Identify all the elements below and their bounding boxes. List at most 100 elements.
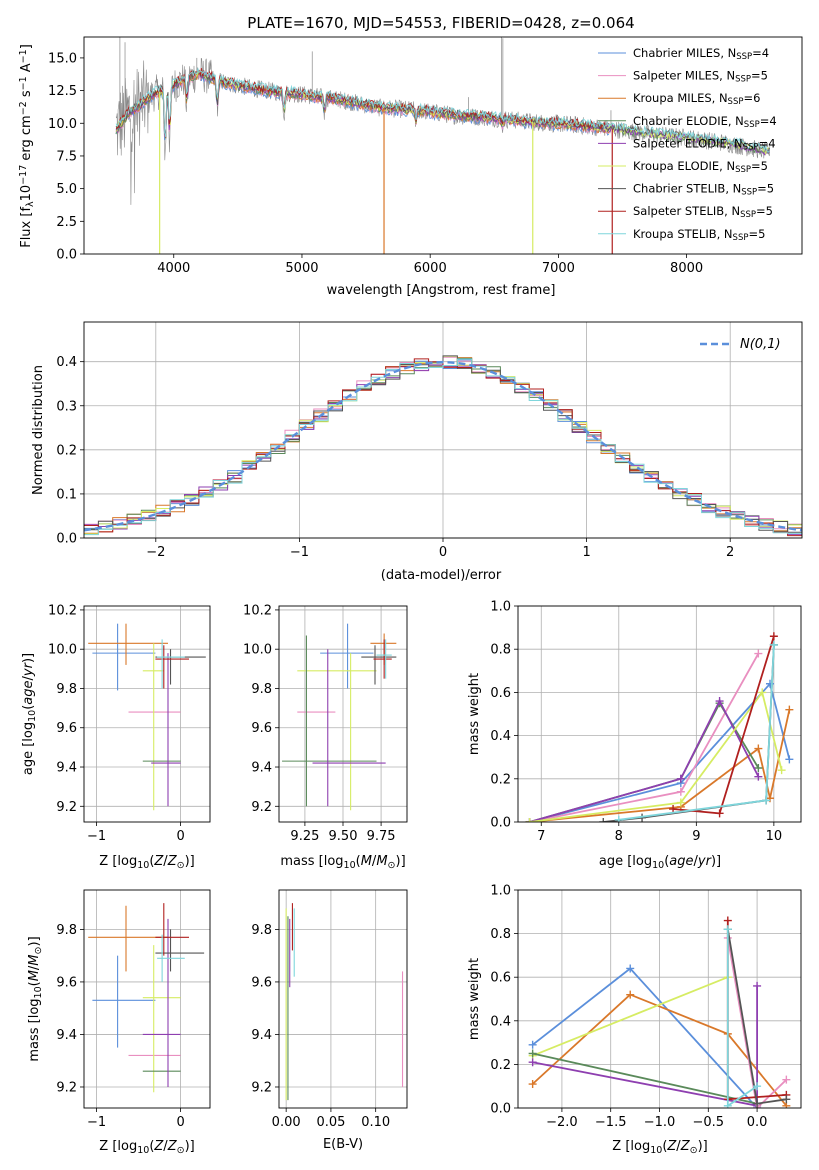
errorbar-chabrier-miles xyxy=(92,623,156,691)
axis-label-part: 10 xyxy=(650,1145,662,1156)
axis-label-part: −17 xyxy=(18,165,29,185)
axis-label-part: Z xyxy=(666,1139,677,1154)
y-tick-label: 9.4 xyxy=(56,761,77,776)
axis-label-part: Z xyxy=(153,854,164,869)
axis-label: age [log10(age/yr)] xyxy=(21,653,38,775)
y-tick-label: 9.2 xyxy=(56,800,77,815)
axis-label: Z [log10(Z/Z⊙)] xyxy=(99,1139,194,1156)
axis-label-part: 10 xyxy=(344,860,356,871)
axis-label-part: / xyxy=(27,965,42,970)
axis-label-part: Z [log xyxy=(612,1139,650,1154)
axis-label-part: 10 xyxy=(137,1145,149,1156)
y-tick-label: 0.3 xyxy=(56,399,77,414)
data-point xyxy=(754,744,763,753)
legend-label-base: Salpeter ELODIE, N xyxy=(633,136,743,150)
data-point xyxy=(626,964,635,973)
x-tick-label: 9 xyxy=(692,829,700,844)
y-tick-label: 7.5 xyxy=(56,149,77,164)
x-tick-label: 7000 xyxy=(542,261,575,276)
series-kroupa-elodie xyxy=(525,688,786,822)
axis-label-part: Z [log xyxy=(99,854,137,869)
series-line xyxy=(532,985,758,1107)
axis-label-part: / xyxy=(694,854,699,869)
normal-curve xyxy=(84,360,802,532)
x-tick-label: 9.50 xyxy=(329,829,358,844)
data-point xyxy=(676,798,685,807)
ticks: 7 8 9 10 0.0 0.2 0.4 0.6 0.8 1.0 xyxy=(490,600,782,845)
y-tick-label: 0.2 xyxy=(490,1058,511,1073)
y-tick-label: 10.0 xyxy=(48,643,77,658)
legend-label-sub: SSP xyxy=(735,75,751,85)
data-point xyxy=(782,1075,791,1084)
ticks: −1 0 9.2 9.4 9.6 9.8 xyxy=(56,923,184,1130)
x-axis-label: E(B-V) xyxy=(323,1137,363,1152)
legend-label-chabrier-elodie: Chabrier ELODIE, NSSP=4 xyxy=(633,114,777,130)
axis-label-part: )] xyxy=(21,653,36,663)
axis-label-part: yr xyxy=(697,854,713,869)
y-tick-label: 9.2 xyxy=(251,800,272,815)
series-salpeter-miles xyxy=(525,649,763,822)
series-chabrier-stelib xyxy=(599,640,778,822)
data-point xyxy=(769,640,778,649)
x-tick-label: −1 xyxy=(87,829,106,844)
axes-frame xyxy=(83,321,803,539)
axis-label-part: / xyxy=(676,1139,681,1154)
legend-label-base: Chabrier STELIB, N xyxy=(633,182,741,196)
y-tick-label: 0.0 xyxy=(56,532,77,547)
legend-label-tail: =4 xyxy=(752,46,769,60)
data-point xyxy=(762,796,771,805)
axis-label-part: ⊙ xyxy=(690,1145,698,1156)
y-tick-label: 9.6 xyxy=(56,721,77,736)
series-line xyxy=(532,976,729,1057)
y-tick-label: 0.8 xyxy=(490,643,511,658)
axes-frame xyxy=(83,605,211,823)
y-tick-label: 0.2 xyxy=(490,772,511,787)
axis-label-part: / xyxy=(372,854,377,869)
series-line xyxy=(529,681,791,822)
legend-label-sub: SSP xyxy=(733,233,749,243)
gridlines xyxy=(84,890,210,1108)
y-tick-label: 0.6 xyxy=(490,686,511,701)
plot-area xyxy=(285,903,404,1101)
x-axis-label: (data-model)/error xyxy=(381,568,502,583)
errorbar-salpeter-elodie xyxy=(312,649,386,807)
model-spectrum-salpeter-elodie xyxy=(115,69,770,156)
series-line xyxy=(529,701,760,822)
axis-label-part: Z xyxy=(680,1139,691,1154)
y-axis-label: Normed distribution xyxy=(31,365,46,495)
ticks: −2.0 −1.5 −1.0 −0.5 0.0 0.0 0.2 0.4 0.6 0.8 1.0 xyxy=(490,884,767,1131)
series-kroupa-stelib xyxy=(614,640,778,822)
axis-label-part: )] xyxy=(698,1139,708,1154)
data-point xyxy=(753,1099,762,1108)
y-tick-label: 9.4 xyxy=(251,761,272,776)
y-tick-label: 0.4 xyxy=(490,729,511,744)
y-tick-label: 9.4 xyxy=(251,1028,272,1043)
axis-label-part: −1 xyxy=(18,49,29,63)
y-tick-label: 0.0 xyxy=(490,1102,511,1117)
y-axis-label: mass weight xyxy=(467,673,482,755)
legend-label-tail: =5 xyxy=(757,182,774,196)
plot-area xyxy=(282,623,397,811)
plot-area xyxy=(88,623,206,811)
axis-label: Z [log10(Z/Z⊙)] xyxy=(612,1139,707,1156)
axis-label-part: Z xyxy=(167,1139,178,1154)
data-point xyxy=(785,705,794,714)
y-tick-label: 0.0 xyxy=(56,248,77,263)
errorbar-kroupa-elodie xyxy=(142,643,164,811)
data-point xyxy=(782,1095,791,1104)
data-point xyxy=(723,925,732,934)
ticks: 4000 5000 6000 7000 8000 0.0 2.5 5.0 7.5 10.0 12.5… xyxy=(48,51,703,276)
legend-label-salpeter-miles: Salpeter MILES, NSSP=5 xyxy=(633,69,768,85)
errorbar-chabrier-elodie xyxy=(282,635,377,807)
axis-label-part: ⊙ xyxy=(33,946,44,954)
x-tick-label: 4000 xyxy=(157,261,190,276)
legend-label-tail: =6 xyxy=(743,91,760,105)
y-tick-label: 9.2 xyxy=(251,1080,272,1095)
y-tick-label: 10.0 xyxy=(243,643,272,658)
x-tick-label: −1.0 xyxy=(644,1115,676,1130)
y-tick-label: 0.2 xyxy=(56,443,77,458)
axis-label-part: 10 xyxy=(33,986,44,998)
axis-label-part: M xyxy=(376,854,387,869)
data-point xyxy=(676,787,685,796)
axes-frame xyxy=(278,889,408,1109)
